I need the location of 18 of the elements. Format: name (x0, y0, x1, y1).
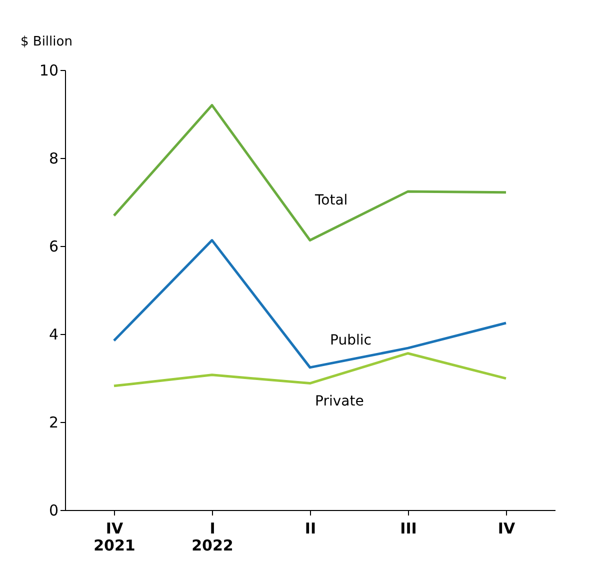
y-tick-label: 0 (48, 502, 58, 520)
x-tick-label: III (400, 520, 417, 538)
line-series (112, 239, 508, 369)
x-tick-label: IV 2021 (94, 520, 136, 554)
y-tick-label: 10 (39, 62, 58, 80)
y-tick-label: 6 (48, 238, 58, 256)
line-series (112, 104, 508, 242)
series-label: Total (314, 192, 348, 208)
series-label: Private (315, 393, 364, 410)
y-axis-title: $ Billion (20, 34, 72, 50)
y-tick-label: 8 (48, 150, 58, 168)
line-series (112, 352, 508, 388)
y-tick-label: 2 (48, 414, 58, 432)
x-tick-label: II (304, 520, 316, 538)
x-tick-label: IV (498, 520, 516, 538)
series-label: Public (330, 332, 372, 348)
y-tick-label: 4 (48, 326, 58, 344)
x-tick-label: I 2022 (192, 520, 234, 554)
